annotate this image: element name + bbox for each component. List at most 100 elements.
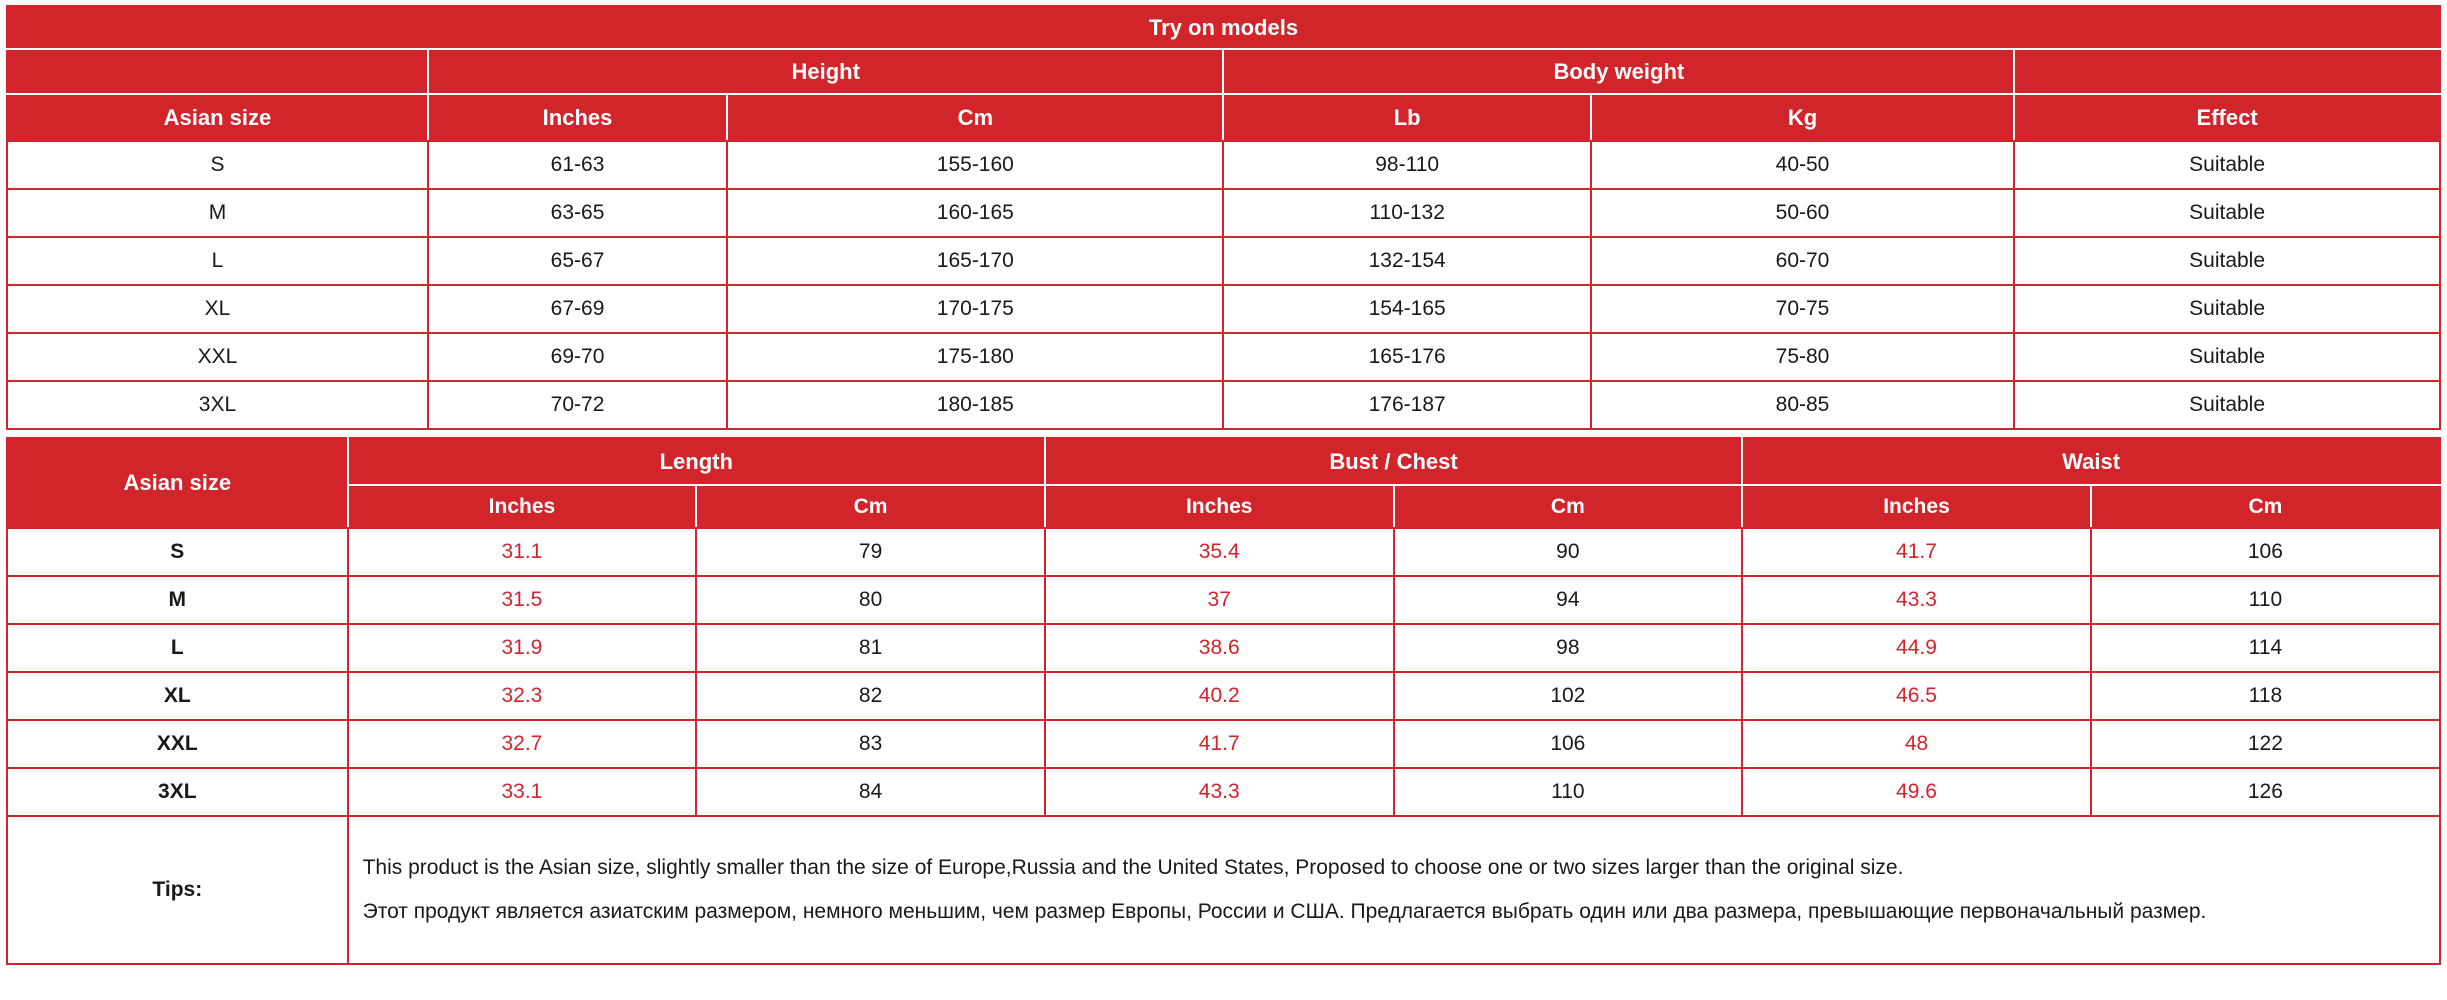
length-cm-cell: 83: [695, 719, 1046, 769]
waist-inches-cell: 43.3: [1741, 575, 2092, 625]
table-row: XL 32.3 82 40.2 102 46.5 118: [6, 671, 2442, 721]
size-cell: S: [6, 140, 429, 190]
waist-cm-cell: 106: [2089, 527, 2442, 577]
bust-cm-header: Cm: [1392, 484, 1744, 529]
cm-header: Cm: [726, 93, 1225, 142]
size-cell: XL: [6, 671, 349, 721]
weight-kg-cell: 80-85: [1589, 380, 2016, 430]
length-cm-header: Cm: [695, 484, 1046, 529]
size-cell: XXL: [6, 719, 349, 769]
table-row: S 61-63 155-160 98-110 40-50 Suitable: [6, 140, 2441, 190]
length-cm-cell: 79: [695, 527, 1046, 577]
weight-lb-cell: 165-176: [1222, 332, 1592, 382]
size-cell: S: [6, 527, 349, 577]
waist-cm-cell: 122: [2089, 719, 2442, 769]
try-on-models-table: Try on models Height Body weight Asian s…: [6, 5, 2441, 430]
height-inches-cell: 61-63: [426, 140, 729, 190]
weight-kg-cell: 50-60: [1589, 188, 2016, 238]
length-cm-cell: 81: [695, 623, 1046, 673]
column-header-row: Asian size Inches Cm Lb Kg Effect: [6, 93, 2441, 142]
kg-header: Kg: [1589, 93, 2016, 142]
waist-inches-cell: 41.7: [1741, 527, 2092, 577]
height-cm-cell: 155-160: [726, 140, 1225, 190]
weight-kg-cell: 40-50: [1589, 140, 2016, 190]
bust-cm-cell: 90: [1392, 527, 1744, 577]
table-row: XXL 69-70 175-180 165-176 75-80 Suitable: [6, 332, 2441, 382]
weight-lb-cell: 176-187: [1222, 380, 1592, 430]
weight-kg-cell: 75-80: [1589, 332, 2016, 382]
length-cm-cell: 84: [695, 767, 1046, 817]
table-row: L 65-67 165-170 132-154 60-70 Suitable: [6, 236, 2441, 286]
length-inches-cell: 33.1: [346, 767, 698, 817]
height-inches-cell: 69-70: [426, 332, 729, 382]
bust-cm-cell: 106: [1392, 719, 1744, 769]
size-cell: XL: [6, 284, 429, 334]
garment-measurements-table: Asian size Length Bust / Chest Waist Inc…: [6, 437, 2442, 965]
waist-cm-cell: 126: [2089, 767, 2442, 817]
height-inches-cell: 63-65: [426, 188, 729, 238]
tips-line-en: This product is the Asian size, slightly…: [362, 855, 1904, 879]
spacer-cell: [6, 48, 429, 95]
table-title-row: Try on models: [6, 5, 2441, 50]
effect-cell: Suitable: [2013, 380, 2441, 430]
table-row: L 31.9 81 38.6 98 44.9 114: [6, 623, 2442, 673]
table-row: M 63-65 160-165 110-132 50-60 Suitable: [6, 188, 2441, 238]
weight-lb-cell: 132-154: [1222, 236, 1592, 286]
waist-inches-cell: 44.9: [1741, 623, 2092, 673]
weight-lb-cell: 110-132: [1222, 188, 1592, 238]
height-inches-cell: 67-69: [426, 284, 729, 334]
bust-inches-header: Inches: [1043, 484, 1395, 529]
length-inches-header: Inches: [346, 484, 698, 529]
bust-cm-cell: 94: [1392, 575, 1744, 625]
tips-body: This product is the Asian size, slightly…: [346, 815, 2442, 965]
length-inches-cell: 31.9: [346, 623, 698, 673]
length-cm-cell: 80: [695, 575, 1046, 625]
height-cm-cell: 165-170: [726, 236, 1225, 286]
size-cell: M: [6, 575, 349, 625]
bust-inches-cell: 37: [1043, 575, 1395, 625]
size-cell: XXL: [6, 332, 429, 382]
weight-kg-cell: 70-75: [1589, 284, 2016, 334]
length-inches-cell: 31.1: [346, 527, 698, 577]
height-cm-cell: 160-165: [726, 188, 1225, 238]
waist-inches-cell: 48: [1741, 719, 2092, 769]
effect-cell: Suitable: [2013, 332, 2441, 382]
waist-cm-cell: 110: [2089, 575, 2442, 625]
height-inches-cell: 70-72: [426, 380, 729, 430]
tips-row: Tips: This product is the Asian size, sl…: [6, 815, 2442, 965]
size-cell: 3XL: [6, 767, 349, 817]
waist-inches-cell: 49.6: [1741, 767, 2092, 817]
size-cell: 3XL: [6, 380, 429, 430]
height-inches-cell: 65-67: [426, 236, 729, 286]
group-header-row: Asian size Length Bust / Chest Waist: [6, 437, 2441, 529]
tips-line-ru: Этот продукт является азиатским размером…: [362, 900, 2207, 923]
bust-cm-cell: 110: [1392, 767, 1744, 817]
table-row: XXL 32.7 83 41.7 106 48 122: [6, 719, 2442, 769]
asian-size-header: Asian size: [6, 93, 429, 142]
length-cm-cell: 82: [695, 671, 1046, 721]
effect-cell: Suitable: [2013, 188, 2441, 238]
length-inches-cell: 32.7: [346, 719, 698, 769]
height-cm-cell: 170-175: [726, 284, 1225, 334]
spacer-cell: [2013, 48, 2441, 95]
size-cell: L: [6, 623, 349, 673]
effect-cell: Suitable: [2013, 140, 2441, 190]
length-inches-cell: 31.5: [346, 575, 698, 625]
height-group-header: Height: [426, 48, 1225, 95]
waist-cm-cell: 118: [2089, 671, 2442, 721]
weight-lb-cell: 98-110: [1222, 140, 1592, 190]
table-row: 3XL 70-72 180-185 176-187 80-85 Suitable: [6, 380, 2441, 430]
bust-inches-cell: 43.3: [1043, 767, 1395, 817]
waist-cm-cell: 114: [2089, 623, 2442, 673]
bust-cm-cell: 98: [1392, 623, 1744, 673]
waist-cm-header: Cm: [2089, 484, 2442, 529]
inches-header: Inches: [426, 93, 729, 142]
bust-inches-cell: 38.6: [1043, 623, 1395, 673]
length-group-header: Length: [346, 437, 1046, 486]
sub-header-row: Inches Cm Inches Cm Inches Cm: [7, 484, 2442, 529]
group-header-row: Height Body weight: [6, 48, 2441, 95]
waist-group-header: Waist: [1741, 437, 2441, 486]
waist-inches-header: Inches: [1741, 484, 2092, 529]
effect-cell: Suitable: [2013, 236, 2441, 286]
height-cm-cell: 180-185: [726, 380, 1225, 430]
